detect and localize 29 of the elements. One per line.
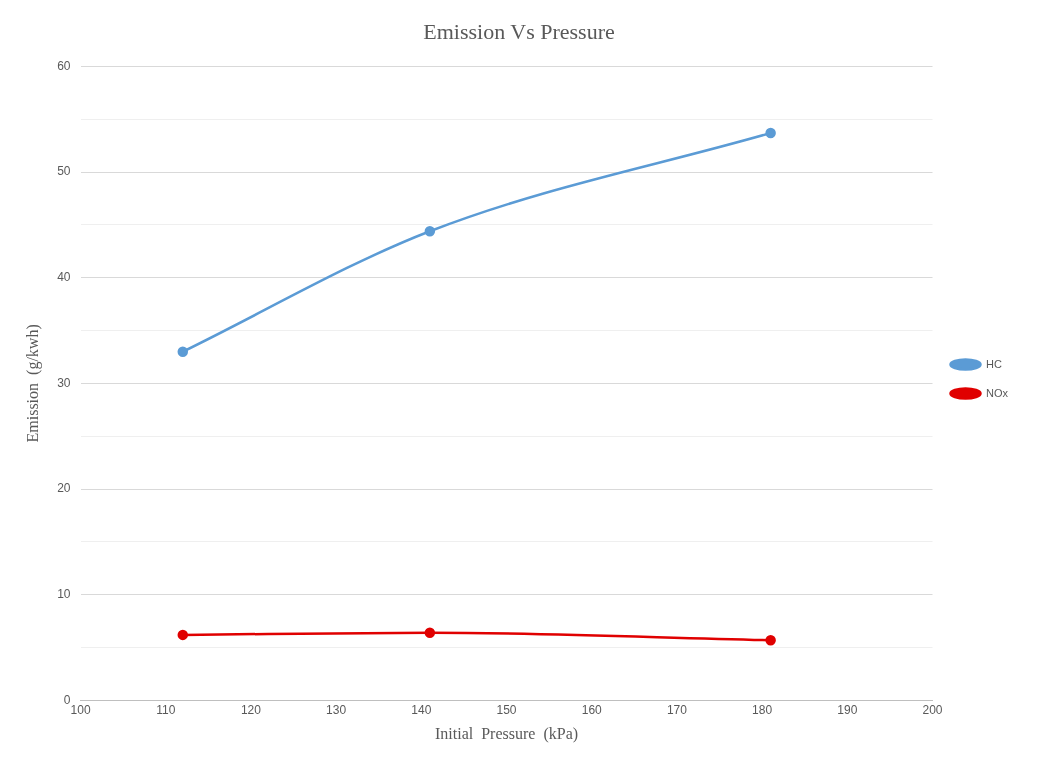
chart-title: Emission Vs Pressure	[423, 18, 615, 44]
x-tick-label: 120	[240, 702, 262, 717]
point	[765, 634, 776, 646]
point	[424, 225, 436, 237]
x-tick-label: 150	[496, 702, 517, 717]
x-tick-label: 100	[70, 702, 91, 717]
legend-label: NOx	[986, 386, 1009, 399]
legend-label: HC	[986, 357, 1002, 370]
y-axis-title: Emission (g/kwh)	[23, 324, 42, 443]
point	[424, 627, 436, 639]
point	[177, 346, 189, 357]
x-tick-label: 140	[411, 702, 432, 717]
x-tick-label: 160	[581, 702, 603, 717]
x-tick-label: 200	[922, 702, 943, 717]
y-tick-label: 0	[63, 692, 71, 707]
y-tick-label: 20	[57, 481, 71, 496]
x-tick-label: 190	[837, 702, 858, 717]
point	[177, 629, 189, 641]
point	[765, 127, 776, 139]
y-tick-label: 30	[57, 375, 71, 390]
y-tick-label: 50	[57, 164, 71, 179]
y-tick-label: 60	[57, 58, 71, 73]
x-axis-title: Initial Pressure (kPa)	[434, 724, 579, 743]
x-tick-label: 180	[752, 702, 773, 717]
x-tick-label: 170	[666, 702, 688, 717]
x-tick-label: 130	[326, 702, 347, 717]
y-tick-label: 40	[57, 270, 71, 285]
y-tick-label: 10	[57, 587, 71, 602]
x-tick-label: 110	[156, 702, 176, 717]
